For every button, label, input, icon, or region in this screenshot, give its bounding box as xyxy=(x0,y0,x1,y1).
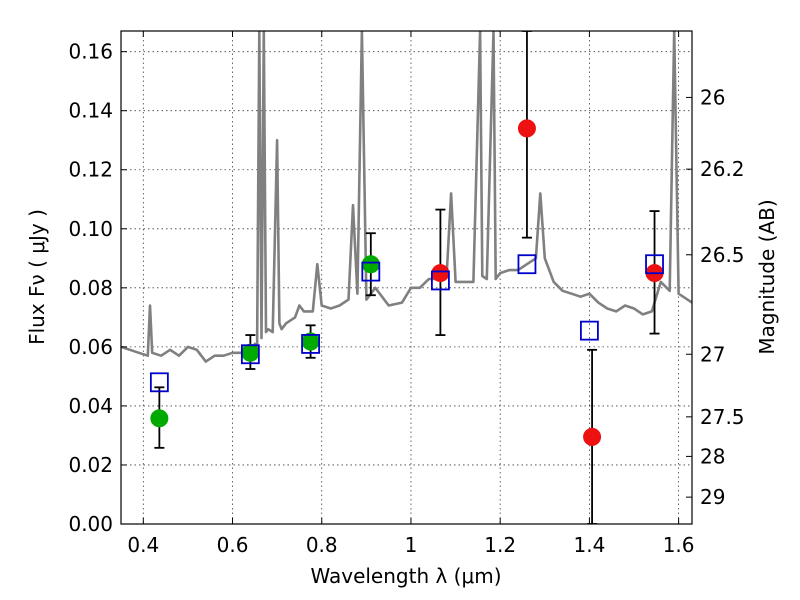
model-photometry-square xyxy=(431,270,450,291)
right-tick-label: 27 xyxy=(700,342,725,366)
plot-frame xyxy=(120,30,693,525)
y-tick-label: 0.10 xyxy=(68,217,113,241)
photometry-point xyxy=(583,427,602,446)
x-axis-title: Wavelength λ (μm) xyxy=(310,564,501,588)
photometry-point xyxy=(431,264,450,283)
y-axis-title: Flux Fν ( μJy ) xyxy=(25,209,49,345)
right-tick-label: 27.5 xyxy=(700,405,745,429)
y-tick-label: 0.00 xyxy=(68,512,113,536)
y-tick-label: 0.02 xyxy=(68,453,113,477)
x-tick-label: 1.2 xyxy=(484,533,516,557)
right-tick-label: 26.5 xyxy=(700,243,745,267)
x-tick-label: 1.4 xyxy=(573,533,605,557)
y-tick-label: 0.16 xyxy=(68,40,113,64)
x-tick-label: 0.6 xyxy=(217,533,249,557)
model-photometry-square xyxy=(361,261,381,282)
right-tick-label: 29 xyxy=(700,485,725,509)
model-photometry-square xyxy=(149,372,169,393)
model-photometry-square xyxy=(240,344,260,365)
marker-layer xyxy=(149,119,664,446)
model-photometry-square xyxy=(645,254,664,275)
y-tick-label: 0.04 xyxy=(68,394,113,418)
right-axis-ticks: 26 26.2 26.5 27 27.5 28 29 xyxy=(686,85,745,509)
x-tick-label: 0.4 xyxy=(127,533,159,557)
photometry-point xyxy=(361,255,380,274)
errorbar-layer xyxy=(154,31,660,524)
x-tick-label: 1 xyxy=(405,533,418,557)
x-tick-label: 0.8 xyxy=(306,533,338,557)
y-tick-label: 0.14 xyxy=(68,99,113,123)
model-photometry-square xyxy=(579,320,599,341)
photometry-point xyxy=(517,119,536,138)
y-axis-ticks: 0.00 0.02 0.04 0.06 0.08 0.10 0.12 0.14 0.16 xyxy=(68,40,127,536)
x-axis-ticks: 0.4 0.6 0.8 1 1.2 1.4 1.6 xyxy=(127,31,695,557)
model-spectrum-line xyxy=(121,31,692,363)
right-tick-label: 26.2 xyxy=(700,157,745,181)
right-tick-label: 26 xyxy=(700,85,725,109)
photometry-point xyxy=(150,409,169,428)
right-axis-title: Magnitude (AB) xyxy=(755,199,779,354)
grid-lines xyxy=(121,31,692,525)
y-tick-label: 0.08 xyxy=(68,276,113,300)
x-tick-label: 1.6 xyxy=(663,533,695,557)
model-spectrum-layer xyxy=(121,31,692,363)
photometry-point xyxy=(241,343,260,362)
right-tick-label: 28 xyxy=(700,444,725,468)
model-photometry-square xyxy=(301,334,320,354)
model-photometry-square xyxy=(517,254,537,275)
y-tick-label: 0.12 xyxy=(68,158,113,182)
y-tick-label: 0.06 xyxy=(68,335,113,359)
